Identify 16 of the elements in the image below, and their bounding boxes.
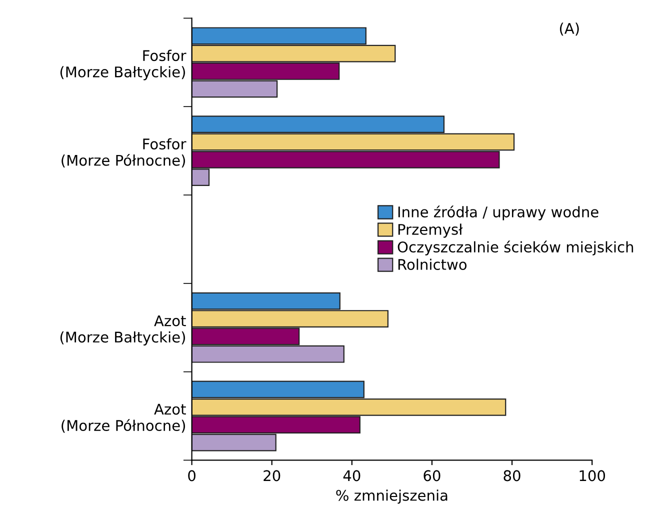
y-tick-label: Fosfor (Morze Bałtyckie)	[60, 50, 186, 80]
x-axis-title: % zmniejszenia	[336, 490, 448, 504]
y-tick-label: Azot (Morze Bałtyckie)	[60, 315, 186, 346]
y-tick-label: Fosfor (Morze Północne)	[62, 138, 186, 168]
legend-label: Rolnictwo	[398, 258, 467, 270]
legend-label: Oczyszczalnie ścieków miejskich	[398, 240, 634, 256]
x-tick-label: 20	[264, 470, 280, 482]
x-tick-label: 60	[424, 470, 440, 482]
x-tick-label: 40	[343, 470, 360, 482]
legend-label: Przemysł	[398, 224, 463, 238]
legend-label: Inne źródła / uprawy wodne	[398, 206, 598, 220]
x-tick-label: 0	[188, 470, 196, 482]
x-tick-label: 100	[580, 470, 606, 482]
x-tick-label: 80	[504, 470, 520, 482]
annotation: (A)	[560, 22, 579, 36]
y-tick-label: Azot (Morze Północne)	[62, 404, 186, 433]
